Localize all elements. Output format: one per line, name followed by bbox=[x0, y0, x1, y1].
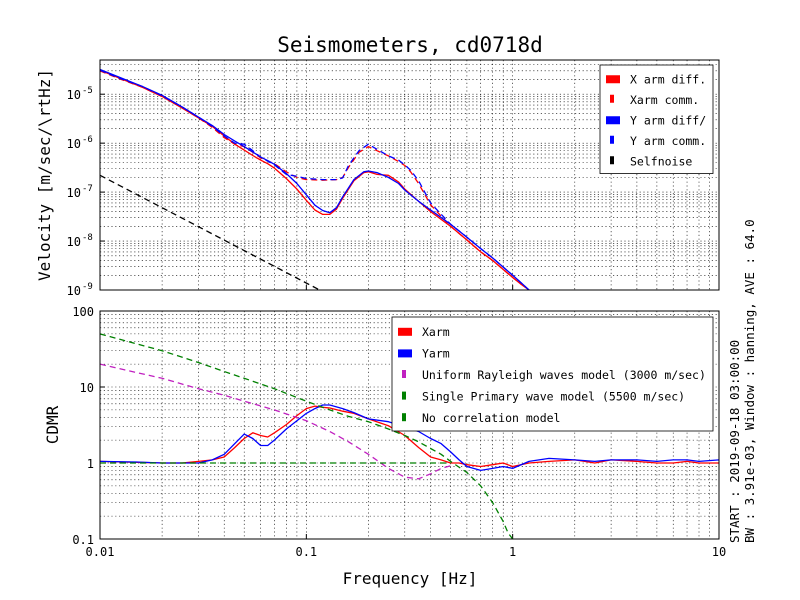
legend-label: Uniform Rayleigh waves model (3000 m/sec… bbox=[422, 368, 706, 382]
y-tick-exponent: -8 bbox=[82, 233, 93, 243]
y-tick-label: 10 bbox=[67, 235, 81, 249]
y-tick-label: 0.1 bbox=[72, 533, 94, 547]
y-tick-label: 10 bbox=[80, 381, 94, 395]
legend-label: Yarm bbox=[422, 346, 450, 360]
top-legend: X arm diff. Xarm comm. Y arm diff/Y arm co… bbox=[599, 64, 714, 174]
series-line bbox=[100, 404, 719, 472]
top-series bbox=[100, 68, 530, 290]
legend-label: Xarm bbox=[422, 325, 450, 339]
series-line bbox=[100, 68, 530, 290]
legend-label: Selfnoise bbox=[630, 154, 692, 168]
legend-label: No correlation model bbox=[422, 411, 560, 425]
legend-label: Y arm comm. bbox=[630, 134, 706, 148]
x-tick-label: 0.1 bbox=[295, 545, 317, 559]
series-line bbox=[100, 405, 719, 468]
series-line bbox=[100, 69, 530, 290]
legend-swatch bbox=[402, 370, 406, 378]
series-line bbox=[100, 174, 321, 290]
top-ticks: 10-910-810-710-610-5 bbox=[67, 86, 720, 298]
legend-swatch bbox=[610, 135, 614, 144]
top-y-axis-label: Velocity [m/sec/\rtHz] bbox=[35, 69, 54, 281]
legend-label: X arm diff. bbox=[630, 72, 706, 86]
series-line bbox=[100, 333, 514, 539]
legend-swatch bbox=[610, 156, 614, 165]
series-line bbox=[100, 69, 530, 290]
bottom-series bbox=[100, 333, 719, 539]
velocity-panel: 10-910-810-710-610-5 Velocity [m/sec/\rt… bbox=[35, 59, 720, 298]
x-tick-label: 1 bbox=[509, 545, 516, 559]
legend-swatch bbox=[610, 94, 614, 103]
legend-swatch bbox=[606, 75, 620, 84]
side-note-bandwidth: BW : 3.91e-03, Window : hanning, AVE : 6… bbox=[742, 219, 757, 543]
y-tick-exponent: -9 bbox=[82, 282, 93, 292]
legend-box bbox=[391, 316, 714, 432]
y-tick-label: 10 bbox=[67, 186, 81, 200]
legend-label: Xarm comm. bbox=[630, 93, 699, 107]
legend-swatch bbox=[402, 413, 406, 422]
x-axis-label: Frequency [Hz] bbox=[343, 569, 478, 588]
series-line bbox=[100, 70, 530, 290]
y-tick-label: 10 bbox=[67, 88, 81, 102]
y-tick-exponent: -7 bbox=[82, 184, 93, 194]
side-note-start: START : 2019-09-18 03:00:00 bbox=[727, 340, 742, 543]
bottom-plot-frame bbox=[99, 310, 720, 540]
chart-title: Seismometers, cd0718d bbox=[277, 33, 543, 57]
y-tick-label: 10 bbox=[67, 284, 81, 298]
y-tick-label: 10 bbox=[67, 137, 81, 151]
legend-swatch bbox=[402, 391, 406, 400]
bottom-legend: Xarm Yarm Uniform Rayleigh waves model (30… bbox=[391, 316, 714, 432]
legend-swatch bbox=[398, 349, 412, 358]
y-tick-exponent: -5 bbox=[82, 86, 93, 96]
y-tick-label: 100 bbox=[72, 305, 94, 319]
top-plot-frame bbox=[99, 59, 720, 291]
legend-label: Single Primary wave model (5500 m/sec) bbox=[422, 390, 685, 404]
y-tick-label: 1 bbox=[87, 457, 94, 471]
top-grid bbox=[100, 60, 719, 290]
x-tick-label: 10 bbox=[712, 545, 726, 559]
legend-swatch bbox=[606, 116, 620, 125]
x-tick-label: 0.01 bbox=[86, 545, 115, 559]
legend-label: Y arm diff/ bbox=[630, 113, 706, 127]
legend-swatch bbox=[398, 327, 412, 336]
bottom-y-axis-label: CDMR bbox=[43, 405, 62, 444]
y-tick-exponent: -6 bbox=[82, 135, 93, 145]
